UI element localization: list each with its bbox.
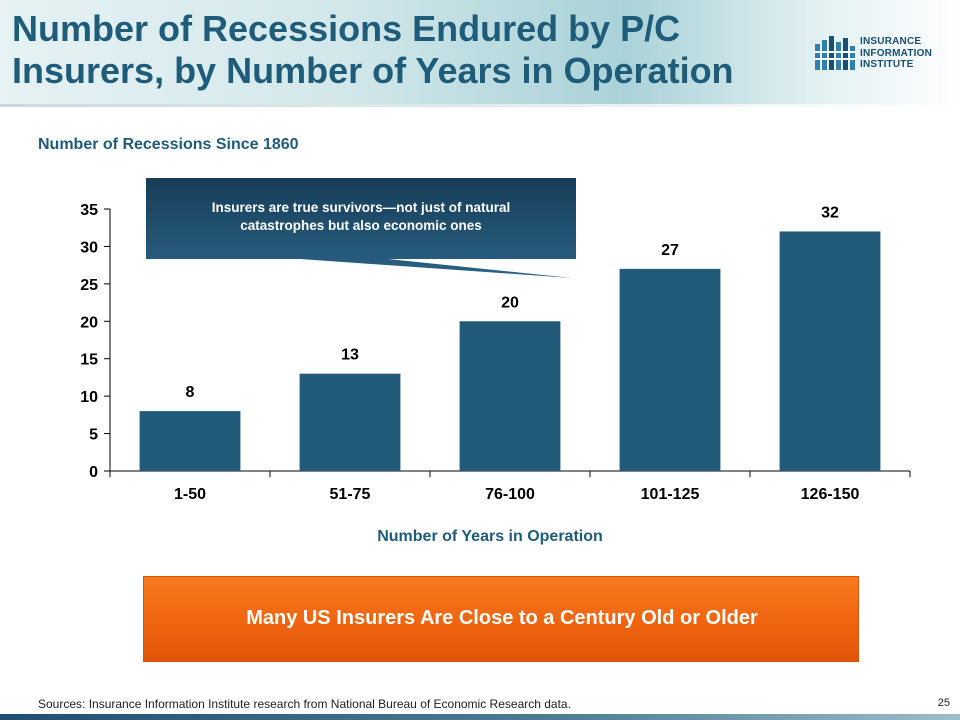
bar-76-100 (459, 321, 561, 471)
page-number: 25 (937, 697, 950, 709)
iii-logo-icon (814, 36, 856, 70)
x-category-label: 51-75 (330, 486, 371, 503)
sources-note: Sources: Insurance Information Institute… (38, 697, 571, 711)
y-tick-label: 15 (80, 352, 98, 369)
y-tick-label: 20 (80, 314, 98, 331)
title-divider (0, 104, 960, 107)
bar-1-50 (139, 411, 241, 471)
x-category-label: 101-125 (641, 486, 700, 503)
banner-text: Many US Insurers Are Close to a Century … (246, 607, 758, 629)
data-label: 32 (821, 204, 839, 221)
callout-line-2: catastrophes but also economic ones (240, 218, 482, 233)
callout-text: Insurers are true survivors—not just of … (148, 199, 574, 235)
y-tick-label: 10 (80, 389, 98, 406)
x-category-label: 126-150 (801, 486, 860, 503)
y-tick-label: 5 (89, 427, 98, 444)
x-category-label: 76-100 (485, 486, 535, 503)
bar-101-125 (619, 268, 721, 471)
callout-line-1: Insurers are true survivors—not just of … (211, 200, 511, 215)
chart-bars (139, 231, 881, 471)
logo-line-3: INSTITUTE (860, 59, 914, 70)
bar-51-75 (299, 373, 401, 471)
x-axis-label: Number of Years in Operation (377, 528, 603, 545)
iii-logo: INSURANCE INFORMATION INSTITUTE (814, 34, 954, 74)
logo-line-1: INSURANCE (860, 36, 922, 47)
chart-labels: 0 5 10 15 20 25 30 35 8 1-50 13 51-75 20 76-100 27 101-… (80, 202, 859, 503)
iii-logo-wordmark: INSURANCE INFORMATION INSTITUTE (860, 36, 956, 71)
y-tick-label: 25 (80, 277, 98, 294)
y-tick-label: 30 (80, 239, 98, 256)
x-category-label: 1-50 (174, 486, 206, 503)
y-tick-label: 0 (89, 464, 98, 481)
title-band (0, 0, 960, 104)
data-label: 27 (661, 242, 679, 259)
data-label: 8 (186, 384, 195, 401)
slide-title: Number of Recessions Endured by P/C Insu… (12, 8, 812, 92)
chart-subtitle: Number of Recessions Since 1860 (38, 136, 299, 153)
highlight-banner: Many US Insurers Are Close to a Century … (143, 576, 859, 662)
footer-bar (0, 714, 960, 720)
y-tick-label: 35 (80, 202, 98, 219)
callout-shape (146, 178, 576, 278)
bar-126-150 (779, 231, 881, 471)
slide-title-line-2: Insurers, by Number of Years in Operatio… (12, 50, 734, 91)
logo-line-2: INFORMATION (860, 47, 933, 59)
data-label: 20 (501, 294, 519, 311)
slide-title-line-1: Number of Recessions Endured by P/C (12, 8, 681, 49)
data-label: 13 (341, 347, 359, 364)
